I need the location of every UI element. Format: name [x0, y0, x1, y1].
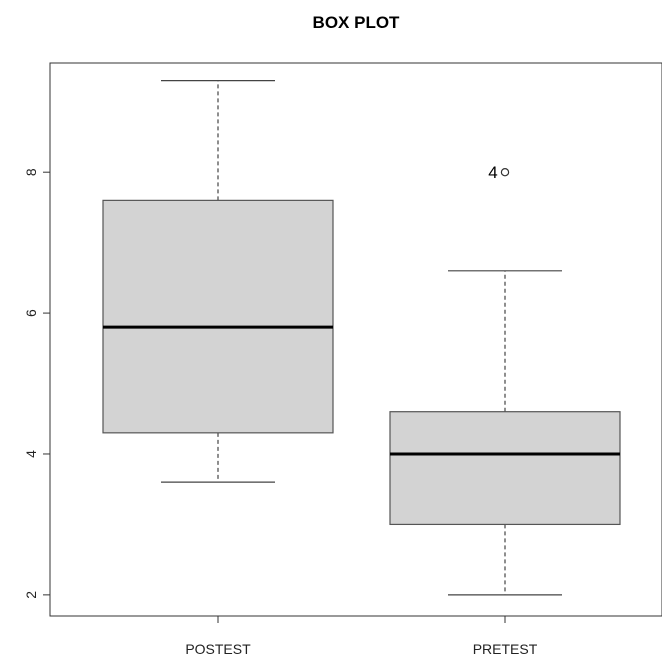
x-tick-label-postest: POSTEST — [185, 641, 251, 657]
y-tick-label: 8 — [23, 168, 39, 176]
y-tick-label: 4 — [23, 450, 39, 458]
outlier-point — [500, 167, 510, 177]
box-series: 4 — [102, 80, 621, 596]
iqr-box — [389, 411, 621, 526]
outlier-label: 4 — [488, 163, 497, 182]
box-pretest: 4 — [389, 163, 621, 596]
x-tick-label-pretest: PRETEST — [473, 641, 538, 657]
chart-title: BOX PLOT — [313, 13, 401, 32]
y-axis: 2 4 6 8 — [23, 168, 51, 599]
x-axis: POSTEST PRETEST — [185, 615, 538, 657]
iqr-box — [102, 199, 334, 434]
y-tick-label: 2 — [23, 591, 39, 599]
y-tick-label: 6 — [23, 309, 39, 317]
box-postest — [102, 80, 334, 483]
